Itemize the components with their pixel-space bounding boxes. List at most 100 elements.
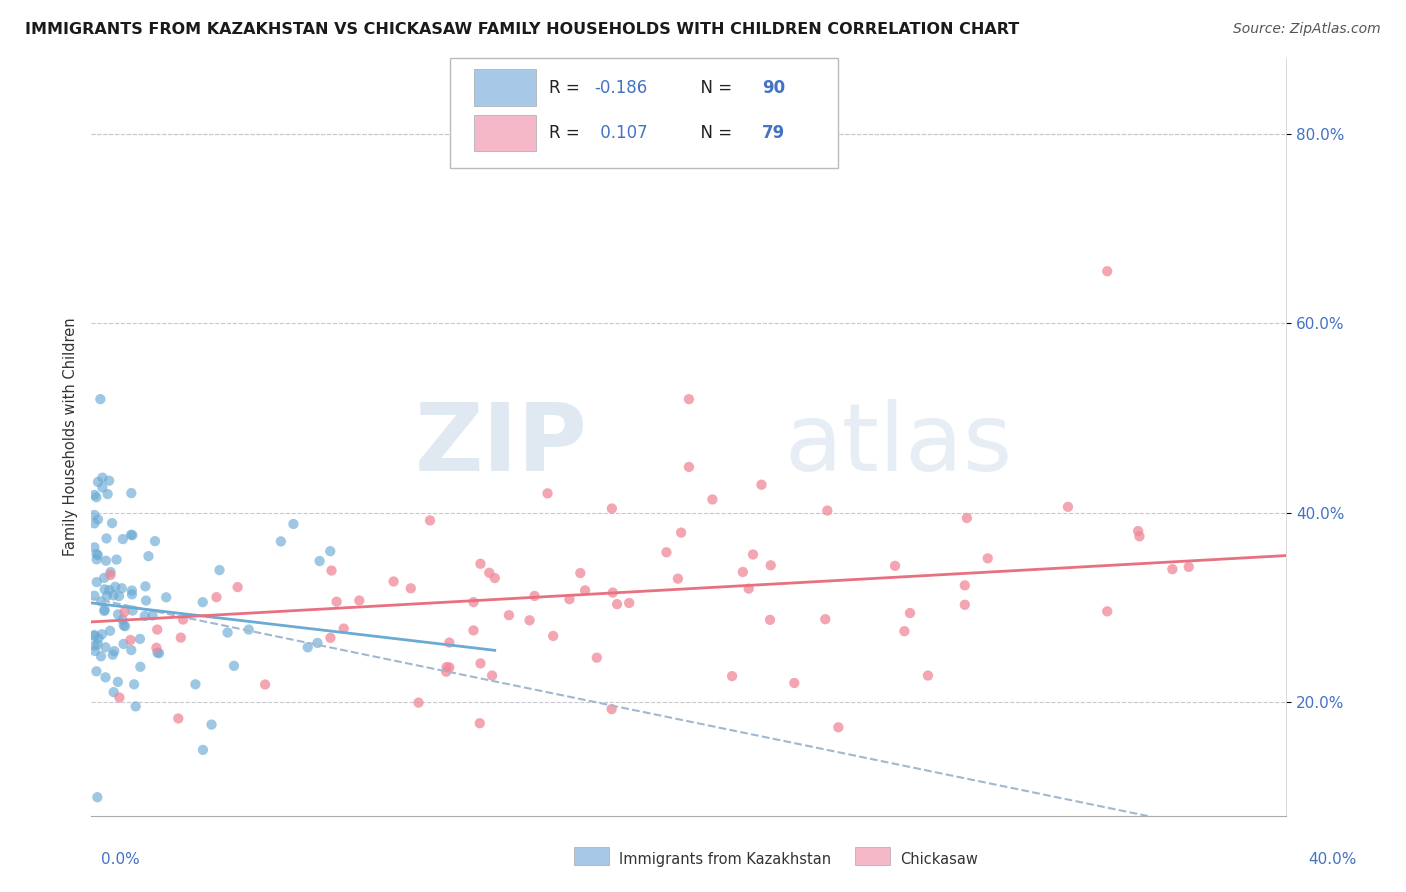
Point [917, 668, 939, 682]
Text: 90: 90 [762, 78, 785, 96]
Point [759, 558, 782, 573]
Text: 79: 79 [762, 124, 785, 142]
Point [523, 589, 546, 603]
Point [122, 677, 145, 691]
Point [332, 622, 354, 636]
Point [83, 541, 105, 555]
Point [439, 660, 461, 674]
Point [254, 677, 277, 691]
Point [737, 582, 759, 596]
Point [86, 790, 108, 805]
Point [536, 486, 558, 500]
Point [827, 720, 849, 734]
Point [783, 676, 806, 690]
Point [666, 572, 689, 586]
Point [481, 668, 503, 682]
Point [308, 554, 330, 568]
Point [112, 605, 135, 619]
Point [574, 583, 596, 598]
Text: R =: R = [550, 124, 585, 142]
Point [94, 670, 117, 684]
Point [98, 474, 121, 488]
Point [107, 674, 129, 689]
Point [101, 648, 124, 662]
Point [669, 525, 692, 540]
Point [91, 470, 114, 484]
Point [382, 574, 405, 589]
Point [205, 590, 228, 604]
Point [111, 532, 134, 546]
Bar [474, 115, 536, 152]
Point [751, 477, 773, 491]
Point [585, 650, 607, 665]
Y-axis label: Family Households with Children: Family Households with Children [62, 318, 77, 557]
Point [436, 660, 458, 674]
Point [86, 665, 108, 679]
Text: 40.0%: 40.0% [1309, 852, 1357, 867]
Point [600, 501, 623, 516]
Text: IMMIGRANTS FROM KAZAKHSTAN VS CHICKASAW FAMILY HOUSEHOLDS WITH CHILDREN CORRELAT: IMMIGRANTS FROM KAZAKHSTAN VS CHICKASAW … [25, 22, 1019, 37]
Point [141, 608, 163, 623]
Point [101, 516, 124, 530]
Point [94, 554, 117, 568]
Point [98, 582, 121, 597]
Point [606, 597, 628, 611]
Point [146, 623, 169, 637]
Point [86, 490, 108, 504]
Point [120, 486, 142, 500]
Point [619, 596, 641, 610]
Point [86, 637, 108, 651]
Point [138, 549, 160, 564]
Point [121, 583, 143, 598]
Point [953, 598, 976, 612]
Text: N =: N = [690, 124, 738, 142]
Point [678, 459, 700, 474]
Point [100, 568, 122, 582]
Point [86, 575, 108, 590]
Point [93, 603, 115, 617]
Point [742, 548, 765, 562]
Point [815, 503, 838, 517]
Point [167, 711, 190, 725]
Point [976, 551, 998, 566]
Point [558, 592, 581, 607]
Point [172, 613, 194, 627]
Point [1128, 529, 1150, 543]
Point [155, 591, 177, 605]
Point [208, 563, 231, 577]
Point [297, 640, 319, 655]
Point [468, 716, 491, 731]
Point [93, 582, 115, 597]
Point [519, 613, 541, 627]
Point [600, 702, 623, 716]
Point [105, 552, 128, 566]
Point [100, 565, 122, 579]
Point [83, 644, 105, 658]
Point [1161, 562, 1184, 576]
Point [217, 625, 239, 640]
Point [602, 585, 624, 599]
Point [112, 618, 135, 632]
Point [83, 516, 105, 531]
Point [87, 632, 110, 646]
Point [91, 627, 114, 641]
Point [114, 619, 136, 633]
Point [83, 628, 105, 642]
Point [90, 594, 112, 608]
Point [399, 582, 422, 596]
Point [222, 658, 245, 673]
Point [83, 488, 105, 502]
Point [569, 566, 592, 580]
Point [87, 548, 110, 562]
Text: Chickasaw: Chickasaw [900, 852, 977, 867]
Point [91, 480, 114, 494]
Point [86, 552, 108, 566]
Point [134, 608, 156, 623]
Point [238, 623, 260, 637]
Point [319, 544, 342, 558]
Point [120, 527, 142, 541]
Point [108, 589, 131, 603]
Point [470, 557, 492, 571]
Text: R =: R = [550, 78, 585, 96]
Point [270, 534, 292, 549]
